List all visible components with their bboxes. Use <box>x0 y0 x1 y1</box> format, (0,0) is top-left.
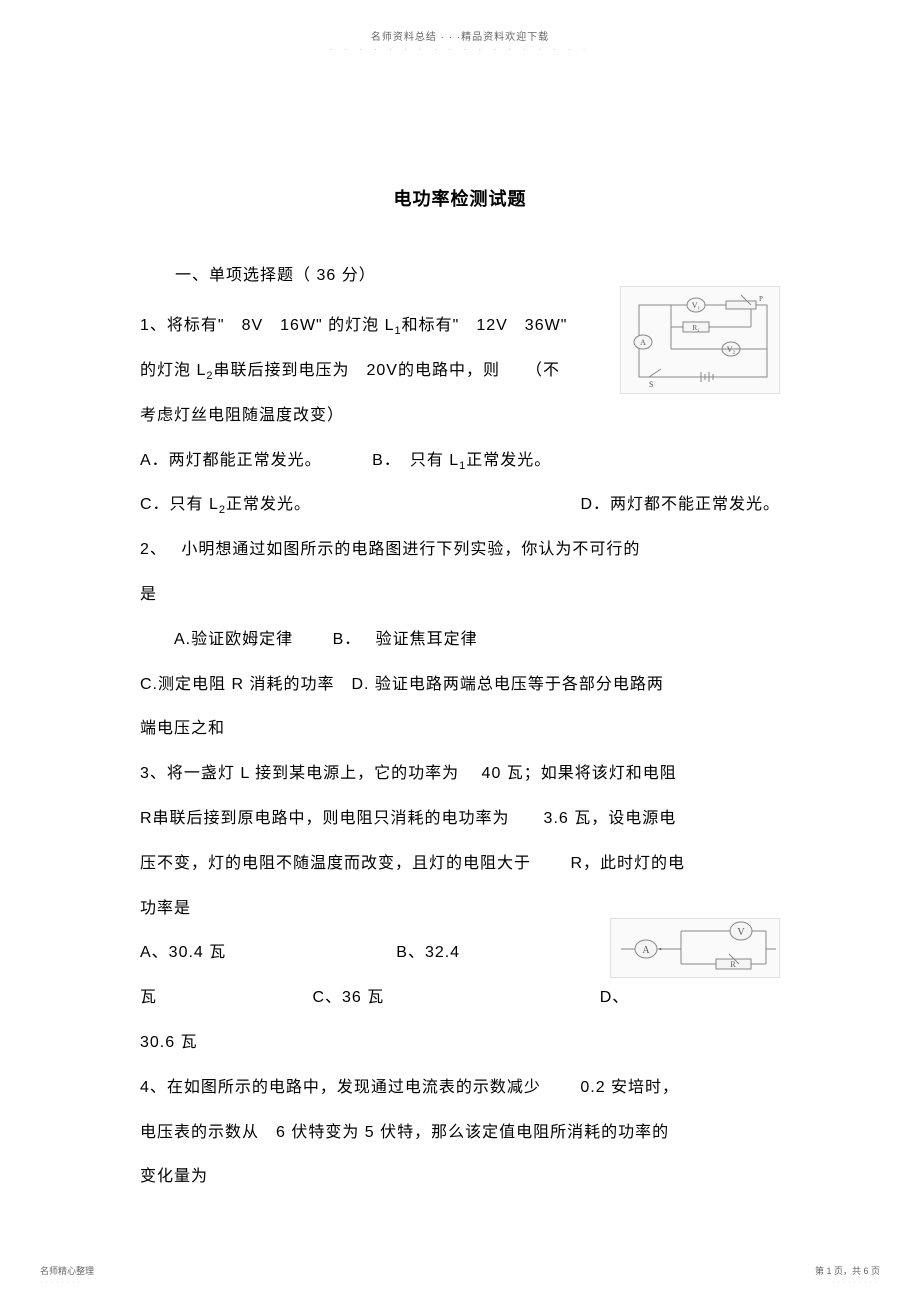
q2-line1: 2、 小明想通过如图所示的电路图进行下列实验，你认为不可行的 <box>140 528 780 573</box>
q1-line1: 1、将标有" 8V 16W" 的灯泡 L1和标有" 12V 36W" <box>140 304 780 349</box>
q4-line2: 电压表的示数从 6 伏特变为 5 伏特，那么该定值电阻所消耗的功率的 <box>140 1111 780 1156</box>
q1-line2: 的灯泡 L2串联后接到电压为 20V的电路中，则 （不 <box>140 349 780 394</box>
q2-options-cd: C.测定电阻 R 消耗的功率 D. 验证电路两端总电压等于各部分电路两 <box>140 663 780 708</box>
q3-options-cd: 瓦 C、36 瓦 D、 <box>140 976 780 1021</box>
footer-left: 名师精心整理 <box>40 1264 94 1277</box>
q3-line6: 30.6 瓦 <box>140 1021 780 1066</box>
q4-line3: 变化量为 <box>140 1155 780 1200</box>
q3-options-ab: A、30.4 瓦B、32.4 <box>140 931 780 976</box>
q4-line1: 4、在如图所示的电路中，发现通过电流表的示数减少 0.2 安培时， <box>140 1066 780 1111</box>
q3-line1: 3、将一盏灯 L 接到某电源上，它的功率为 40 瓦；如果将该灯和电阻 <box>140 752 780 797</box>
q1-options-ab: A．两灯都能正常发光。 B． 只有 L1正常发光。 <box>140 439 780 484</box>
q3-line4: 功率是 <box>140 887 780 932</box>
q1-options-cd: C．只有 L2正常发光。 D．两灯都不能正常发光。 <box>140 483 780 528</box>
header-subtext: · · · · · · · · · · · · · · · · · · <box>0 45 920 54</box>
q2-options-cd2: 端电压之和 <box>140 707 780 752</box>
svg-text:P: P <box>759 295 763 303</box>
footer-right: 第 1 页，共 6 页 <box>815 1264 880 1277</box>
q1-line3: 考虑灯丝电阻随温度改变） <box>140 394 780 439</box>
q3-line3: 压不变，灯的电阻不随温度而改变，且灯的电阻大于 R，此时灯的电 <box>140 842 780 887</box>
header-text: 名师资料总结 · · ·精品资料欢迎下载 <box>0 0 920 43</box>
footer-right-sub: ········· <box>832 1279 880 1286</box>
document-content: 电功率检测试题 一、单项选择题（ 36 分） 1、将标有" 8V 16W" 的灯… <box>0 54 920 1200</box>
document-title: 电功率检测试题 <box>140 174 780 224</box>
q2-options-ab: A.验证欧姆定律 B． 验证焦耳定律 <box>140 618 780 663</box>
q2-line2: 是 <box>140 573 780 618</box>
q3-line2: R串联后接到原电路中，则电阻只消耗的电功率为 3.6 瓦，设电源电 <box>140 797 780 842</box>
footer-left-sub: ········ <box>40 1279 83 1286</box>
